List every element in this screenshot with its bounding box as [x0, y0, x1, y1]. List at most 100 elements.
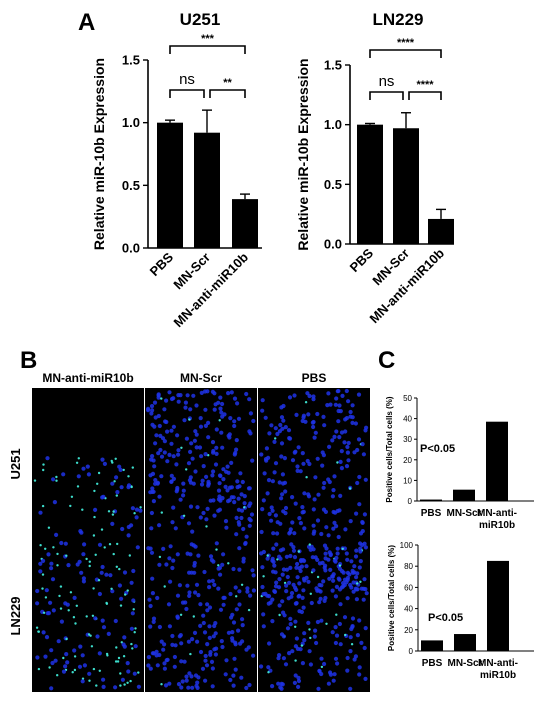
cell-nucleus: [218, 419, 221, 422]
cell-nucleus: [48, 666, 51, 669]
cell-nucleus: [334, 429, 339, 434]
cell-nucleus: [33, 479, 37, 482]
micrograph-1-0: [32, 540, 144, 692]
cell-nucleus: [337, 566, 343, 572]
cell-nucleus: [162, 407, 167, 412]
cell-nucleus: [199, 454, 204, 459]
x-tick-label: MN-anti-miR10b: [478, 658, 518, 681]
cell-nucleus: [292, 555, 298, 560]
cell-nucleus: [219, 430, 224, 435]
cell-nucleus: [241, 526, 246, 532]
cell-nucleus: [132, 608, 135, 611]
cell-nucleus: [115, 565, 119, 568]
cell-nucleus: [222, 595, 227, 600]
cell-nucleus: [169, 441, 174, 446]
cell-nucleus: [319, 531, 324, 537]
cell-nucleus: [272, 439, 277, 444]
cell-nucleus: [224, 525, 229, 530]
bar-2: [487, 560, 509, 651]
cell-nucleus: [232, 423, 237, 429]
cell-nucleus: [353, 586, 358, 591]
cell-nucleus: [216, 508, 221, 513]
cell-nucleus: [42, 468, 45, 472]
cell-nucleus: [232, 419, 237, 424]
cell-nucleus: [300, 644, 304, 647]
cell-nucleus: [38, 561, 43, 566]
cell-nucleus: [118, 467, 123, 472]
cell-nucleus: [171, 396, 176, 401]
cell-nucleus: [349, 559, 354, 564]
cell-nucleus: [192, 560, 197, 566]
cell-nucleus: [44, 588, 49, 593]
cell-nucleus: [151, 619, 156, 625]
cell-nucleus: [304, 401, 308, 404]
cell-nucleus: [180, 679, 185, 684]
cell-nucleus: [295, 575, 300, 580]
cell-nucleus: [271, 546, 276, 551]
cell-nucleus: [82, 663, 87, 668]
cell-nucleus: [236, 496, 241, 501]
cell-nucleus: [69, 504, 72, 508]
cell-nucleus: [328, 567, 333, 573]
cell-nucleus: [113, 618, 118, 624]
bar-1: [194, 132, 220, 248]
significance-bracket: [369, 49, 442, 58]
cell-nucleus: [266, 554, 269, 557]
cell-nucleus: [363, 477, 368, 482]
cell-nucleus: [230, 630, 235, 635]
cell-nucleus: [289, 542, 294, 547]
cell-nucleus: [296, 445, 301, 450]
cell-nucleus: [225, 464, 230, 469]
cell-nucleus: [342, 615, 348, 620]
cell-nucleus: [301, 588, 306, 593]
bar-2: [232, 199, 258, 248]
cell-nucleus: [130, 611, 135, 616]
cell-nucleus: [292, 680, 297, 686]
cell-nucleus: [324, 525, 329, 530]
cell-nucleus: [281, 509, 286, 514]
cell-nucleus: [37, 630, 40, 633]
cell-nucleus: [309, 600, 314, 606]
cell-nucleus: [127, 475, 130, 478]
cell-nucleus: [315, 619, 320, 625]
cell-nucleus: [298, 469, 303, 474]
cell-nucleus: [178, 497, 183, 502]
cell-nucleus: [157, 423, 162, 429]
cell-nucleus: [251, 588, 256, 593]
cell-nucleus: [275, 431, 280, 437]
cell-nucleus: [219, 639, 224, 644]
cell-nucleus: [194, 582, 200, 587]
cell-nucleus: [232, 452, 237, 457]
cell-nucleus: [97, 651, 102, 656]
y-tick-label: 0.5: [324, 177, 342, 192]
cell-nucleus: [357, 502, 362, 507]
cell-nucleus: [210, 578, 215, 584]
x-tick-label: MN-anti-miR10b: [477, 508, 517, 531]
bar-0: [421, 640, 443, 651]
cell-nucleus: [312, 435, 317, 440]
cell-nucleus: [338, 459, 343, 464]
cell-nucleus: [350, 403, 355, 408]
cell-nucleus: [35, 601, 40, 606]
cell-nucleus: [205, 389, 210, 394]
cell-nucleus: [270, 479, 275, 484]
cell-nucleus: [232, 656, 237, 661]
cell-nucleus: [244, 685, 249, 691]
cell-nucleus: [260, 565, 265, 570]
cell-nucleus: [77, 664, 83, 669]
cell-nucleus: [318, 596, 323, 601]
bar-2: [486, 421, 508, 501]
cell-nucleus: [282, 613, 287, 618]
cell-nucleus: [323, 509, 328, 514]
cell-nucleus: [92, 667, 96, 671]
cell-nucleus: [197, 445, 203, 450]
cell-nucleus: [333, 594, 338, 599]
cell-nucleus: [211, 469, 216, 474]
cell-nucleus: [87, 633, 91, 636]
cell-nucleus: [214, 445, 219, 450]
cell-nucleus: [360, 520, 365, 525]
cell-nucleus: [318, 589, 323, 594]
cell-nucleus: [164, 562, 169, 567]
cell-nucleus: [309, 592, 312, 595]
cell-nucleus: [349, 626, 354, 632]
